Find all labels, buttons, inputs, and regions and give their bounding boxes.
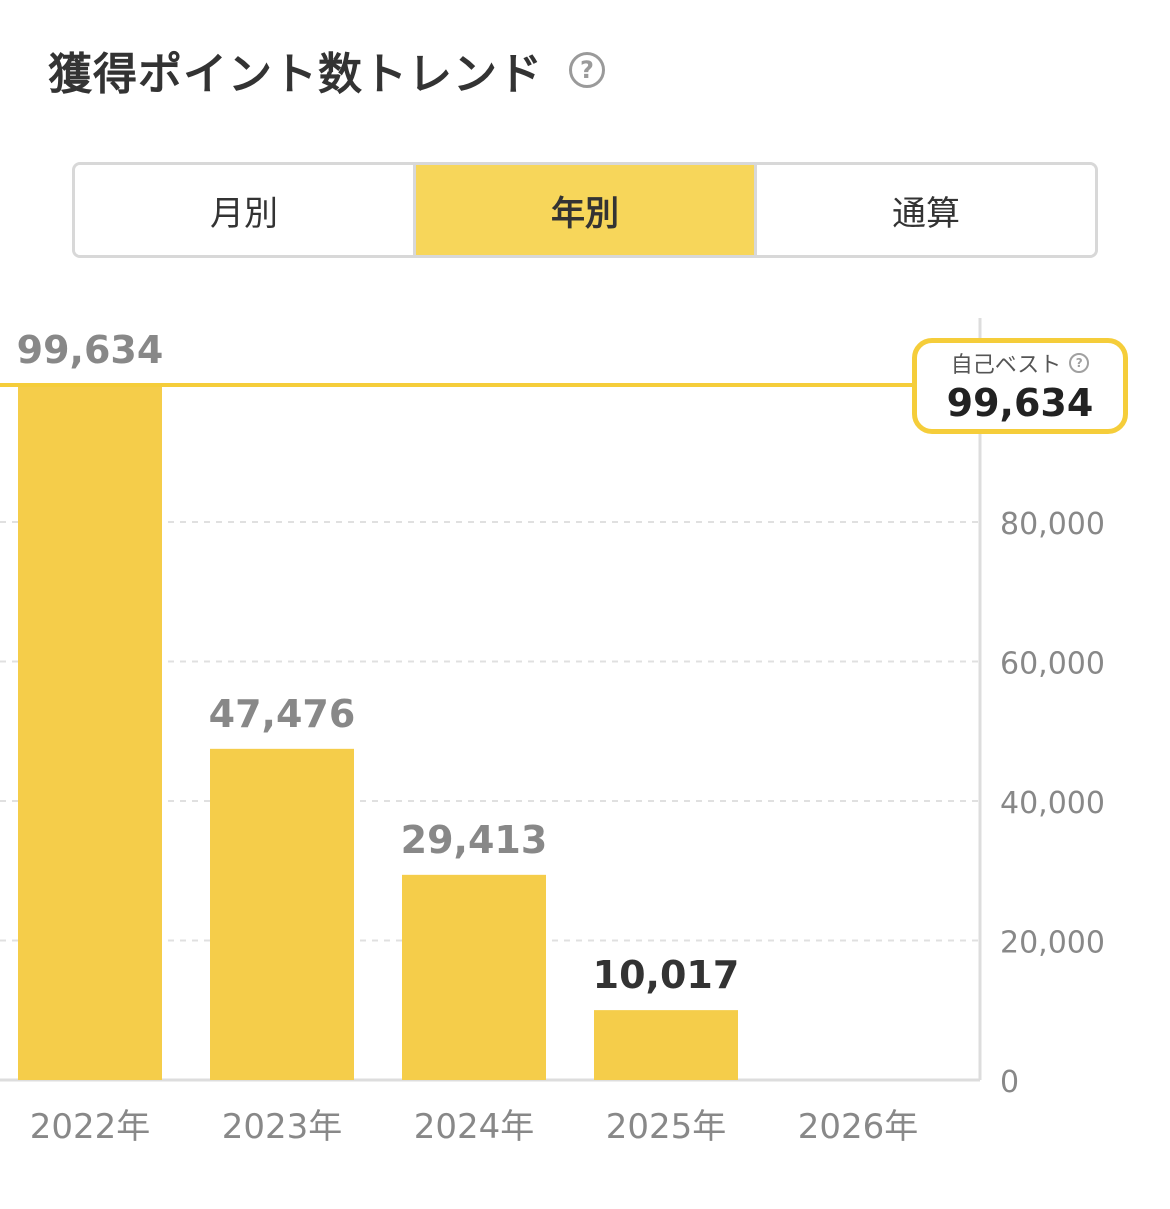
x-tick-label: 2024年 xyxy=(414,1107,535,1147)
tab-monthly[interactable]: 月別 xyxy=(75,165,413,255)
header: 獲得ポイント数トレンド ? xyxy=(48,38,605,102)
tab-cumulative[interactable]: 通算 xyxy=(754,165,1095,255)
x-tick-label: 2023年 xyxy=(222,1107,343,1147)
x-tick-label: 2025年 xyxy=(606,1107,727,1147)
question-circle-icon[interactable]: ? xyxy=(1069,353,1090,373)
x-tick-label: 2026年 xyxy=(798,1107,919,1147)
data-label: 10,017 xyxy=(593,953,740,997)
data-label: 99,634 xyxy=(17,328,164,372)
personal-best-value: 99,634 xyxy=(946,381,1094,425)
page-title: 獲得ポイント数トレンド xyxy=(48,49,543,100)
y-tick-label: 60,000 xyxy=(1000,646,1105,681)
bar-2022年 xyxy=(18,385,162,1080)
period-tabs: 月別 年別 通算 xyxy=(72,162,1098,258)
y-tick-label: 80,000 xyxy=(1000,507,1105,542)
bar-2024年 xyxy=(402,874,546,1080)
personal-best-badge: 自己ベスト ? 99,634 xyxy=(912,338,1128,434)
y-tick-label: 40,000 xyxy=(1000,786,1105,821)
y-tick-label: 0 xyxy=(1000,1065,1019,1100)
bar-2023年 xyxy=(210,748,354,1080)
data-label: 47,476 xyxy=(209,692,356,736)
x-tick-label: 2022年 xyxy=(30,1107,151,1147)
question-circle-icon[interactable]: ? xyxy=(569,52,605,88)
tab-yearly[interactable]: 年別 xyxy=(413,165,754,255)
bar-2025年 xyxy=(594,1010,738,1080)
y-tick-label: 20,000 xyxy=(1000,925,1105,960)
data-label: 29,413 xyxy=(401,818,548,862)
personal-best-label: 自己ベスト xyxy=(950,353,1062,378)
